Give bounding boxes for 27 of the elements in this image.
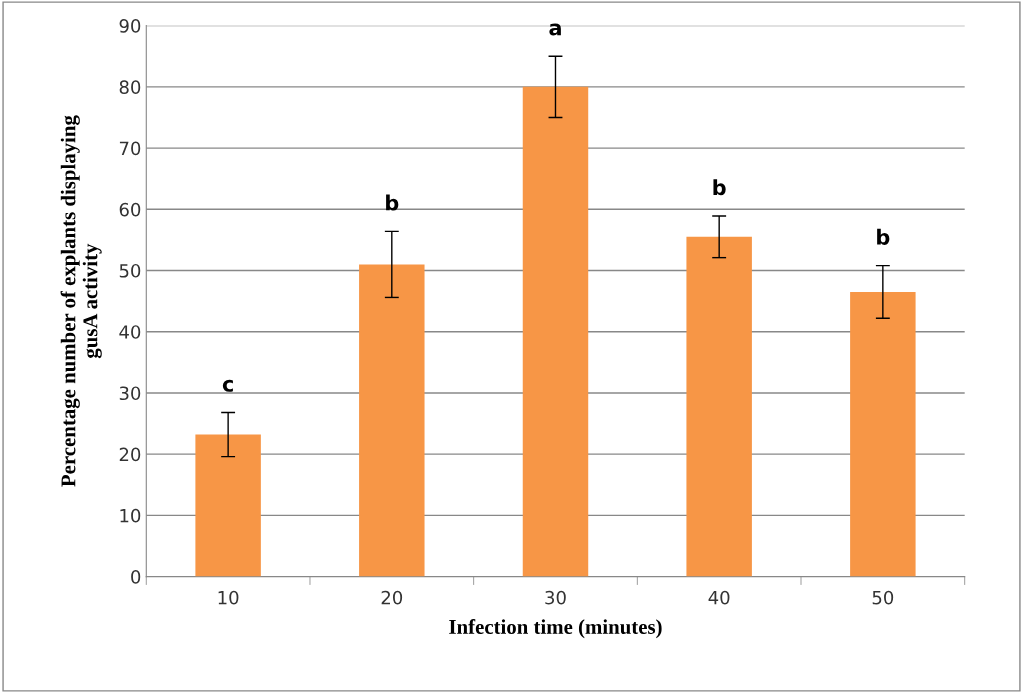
bar [686, 236, 752, 577]
annotation: b [877, 228, 890, 245]
y-tick-label: 90 [119, 19, 141, 33]
bar [850, 291, 916, 577]
annotation: a [549, 23, 561, 36]
y-tick-label: 80 [119, 80, 141, 94]
annotation: c [222, 379, 233, 392]
annotation: b [713, 179, 726, 196]
x-tick-label: 10 [218, 590, 239, 605]
x-tick-label: 20 [381, 590, 403, 605]
y-tick-label: 40 [119, 325, 141, 339]
y-tick-label: 70 [119, 141, 141, 156]
y-tick-label: 10 [120, 508, 141, 523]
bar [195, 434, 261, 577]
bar [522, 86, 589, 577]
x-tick-label: 40 [708, 590, 730, 605]
x-tick-label: 30 [545, 590, 566, 605]
y-axis-title: Percentage number of explants displaying gusA activity [60, 115, 102, 487]
bar [359, 264, 425, 577]
x-axis-title: Infection time (minutes) [449, 619, 662, 639]
y-tick-label: 60 [119, 202, 141, 217]
y-tick-label: 20 [119, 447, 141, 462]
y-tick-label: 50 [119, 263, 141, 278]
y-tick-label: 30 [119, 386, 141, 401]
y-tick-label: 0 [131, 570, 141, 584]
annotation: b [386, 194, 399, 211]
x-tick-label: 50 [872, 590, 894, 605]
